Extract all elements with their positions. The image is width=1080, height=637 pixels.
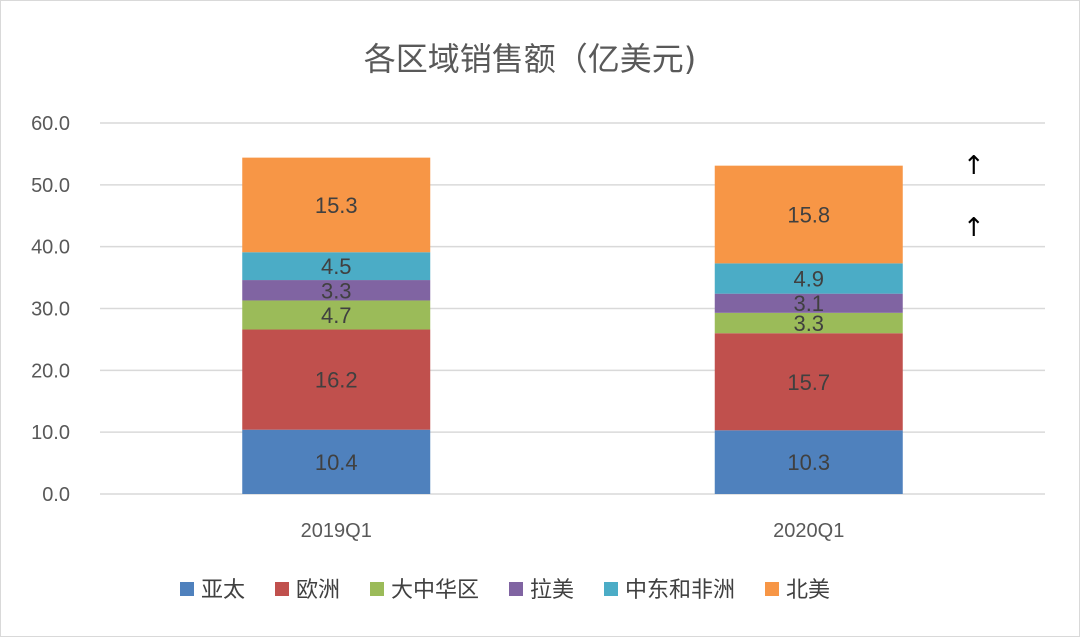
data-label: 15.7 <box>787 370 830 395</box>
data-label: 4.5 <box>321 254 352 279</box>
legend-swatch <box>370 582 384 596</box>
legend-swatch <box>275 582 289 596</box>
bar-segment <box>714 165 903 264</box>
bar-segment <box>242 252 431 281</box>
chart-title: 各区域销售额（亿美元) <box>364 40 697 78</box>
data-label: 3.3 <box>321 278 352 303</box>
arrow-up-annotation: ↑ <box>963 151 985 181</box>
data-label: 4.7 <box>321 303 352 328</box>
annotations: ↑↑ <box>963 151 985 243</box>
bar-segment <box>714 430 903 494</box>
y-tick-label: 10.0 <box>31 422 70 444</box>
data-label: 15.3 <box>315 193 358 218</box>
bar-segment <box>242 280 431 301</box>
x-axis-categories: 2019Q1 2020Q1 <box>301 520 845 542</box>
data-label: 10.4 <box>315 450 358 475</box>
data-label: 3.3 <box>793 311 824 336</box>
legend-label: 拉美 <box>530 578 574 603</box>
bar-segment <box>714 312 903 334</box>
bar-segment <box>242 429 431 494</box>
y-tick-label: 30.0 <box>31 299 70 321</box>
legend-item: 中东和非洲 <box>604 578 735 603</box>
legend-swatch <box>765 582 779 596</box>
x-category-label: 2020Q1 <box>773 520 844 542</box>
bar-segment <box>714 293 903 313</box>
arrow-up-annotation: ↑ <box>963 213 985 243</box>
legend-item: 亚太 <box>180 578 245 603</box>
y-tick-label: 0.0 <box>42 484 70 506</box>
y-axis-ticks: 0.0 10.0 20.0 30.0 40.0 50.0 60.0 <box>31 113 70 506</box>
y-tick-label: 20.0 <box>31 360 70 382</box>
legend-label: 亚太 <box>201 578 245 603</box>
legend: 亚太 欧洲 大中华区 拉美 中东和非洲 北美 <box>180 578 830 603</box>
legend-swatch <box>180 582 194 596</box>
legend-item: 大中华区 <box>370 578 479 603</box>
data-label: 15.8 <box>787 203 830 228</box>
bars <box>242 157 903 494</box>
data-labels: 10.416.24.73.34.515.310.315.73.33.14.915… <box>315 193 830 475</box>
legend-label: 欧洲 <box>296 578 340 603</box>
legend-item: 欧洲 <box>275 578 340 603</box>
legend-item: 北美 <box>765 578 830 603</box>
data-label: 4.9 <box>793 267 824 292</box>
data-label: 3.1 <box>793 291 824 316</box>
legend-item: 拉美 <box>509 578 574 603</box>
bar-segment <box>242 157 431 253</box>
y-tick-label: 60.0 <box>31 113 70 135</box>
x-category-label: 2019Q1 <box>301 520 372 542</box>
legend-label: 大中华区 <box>391 578 479 603</box>
legend-swatch <box>509 582 523 596</box>
legend-label: 北美 <box>786 578 830 603</box>
bar-segment <box>242 329 431 430</box>
y-tick-label: 50.0 <box>31 175 70 197</box>
legend-label: 中东和非洲 <box>625 578 735 603</box>
data-label: 16.2 <box>315 368 358 393</box>
data-label: 10.3 <box>787 450 830 475</box>
bar-segment <box>242 300 431 330</box>
y-tick-label: 40.0 <box>31 237 70 259</box>
bar-segment <box>714 333 903 431</box>
legend-swatch <box>604 582 618 596</box>
bar-segment <box>714 263 903 294</box>
